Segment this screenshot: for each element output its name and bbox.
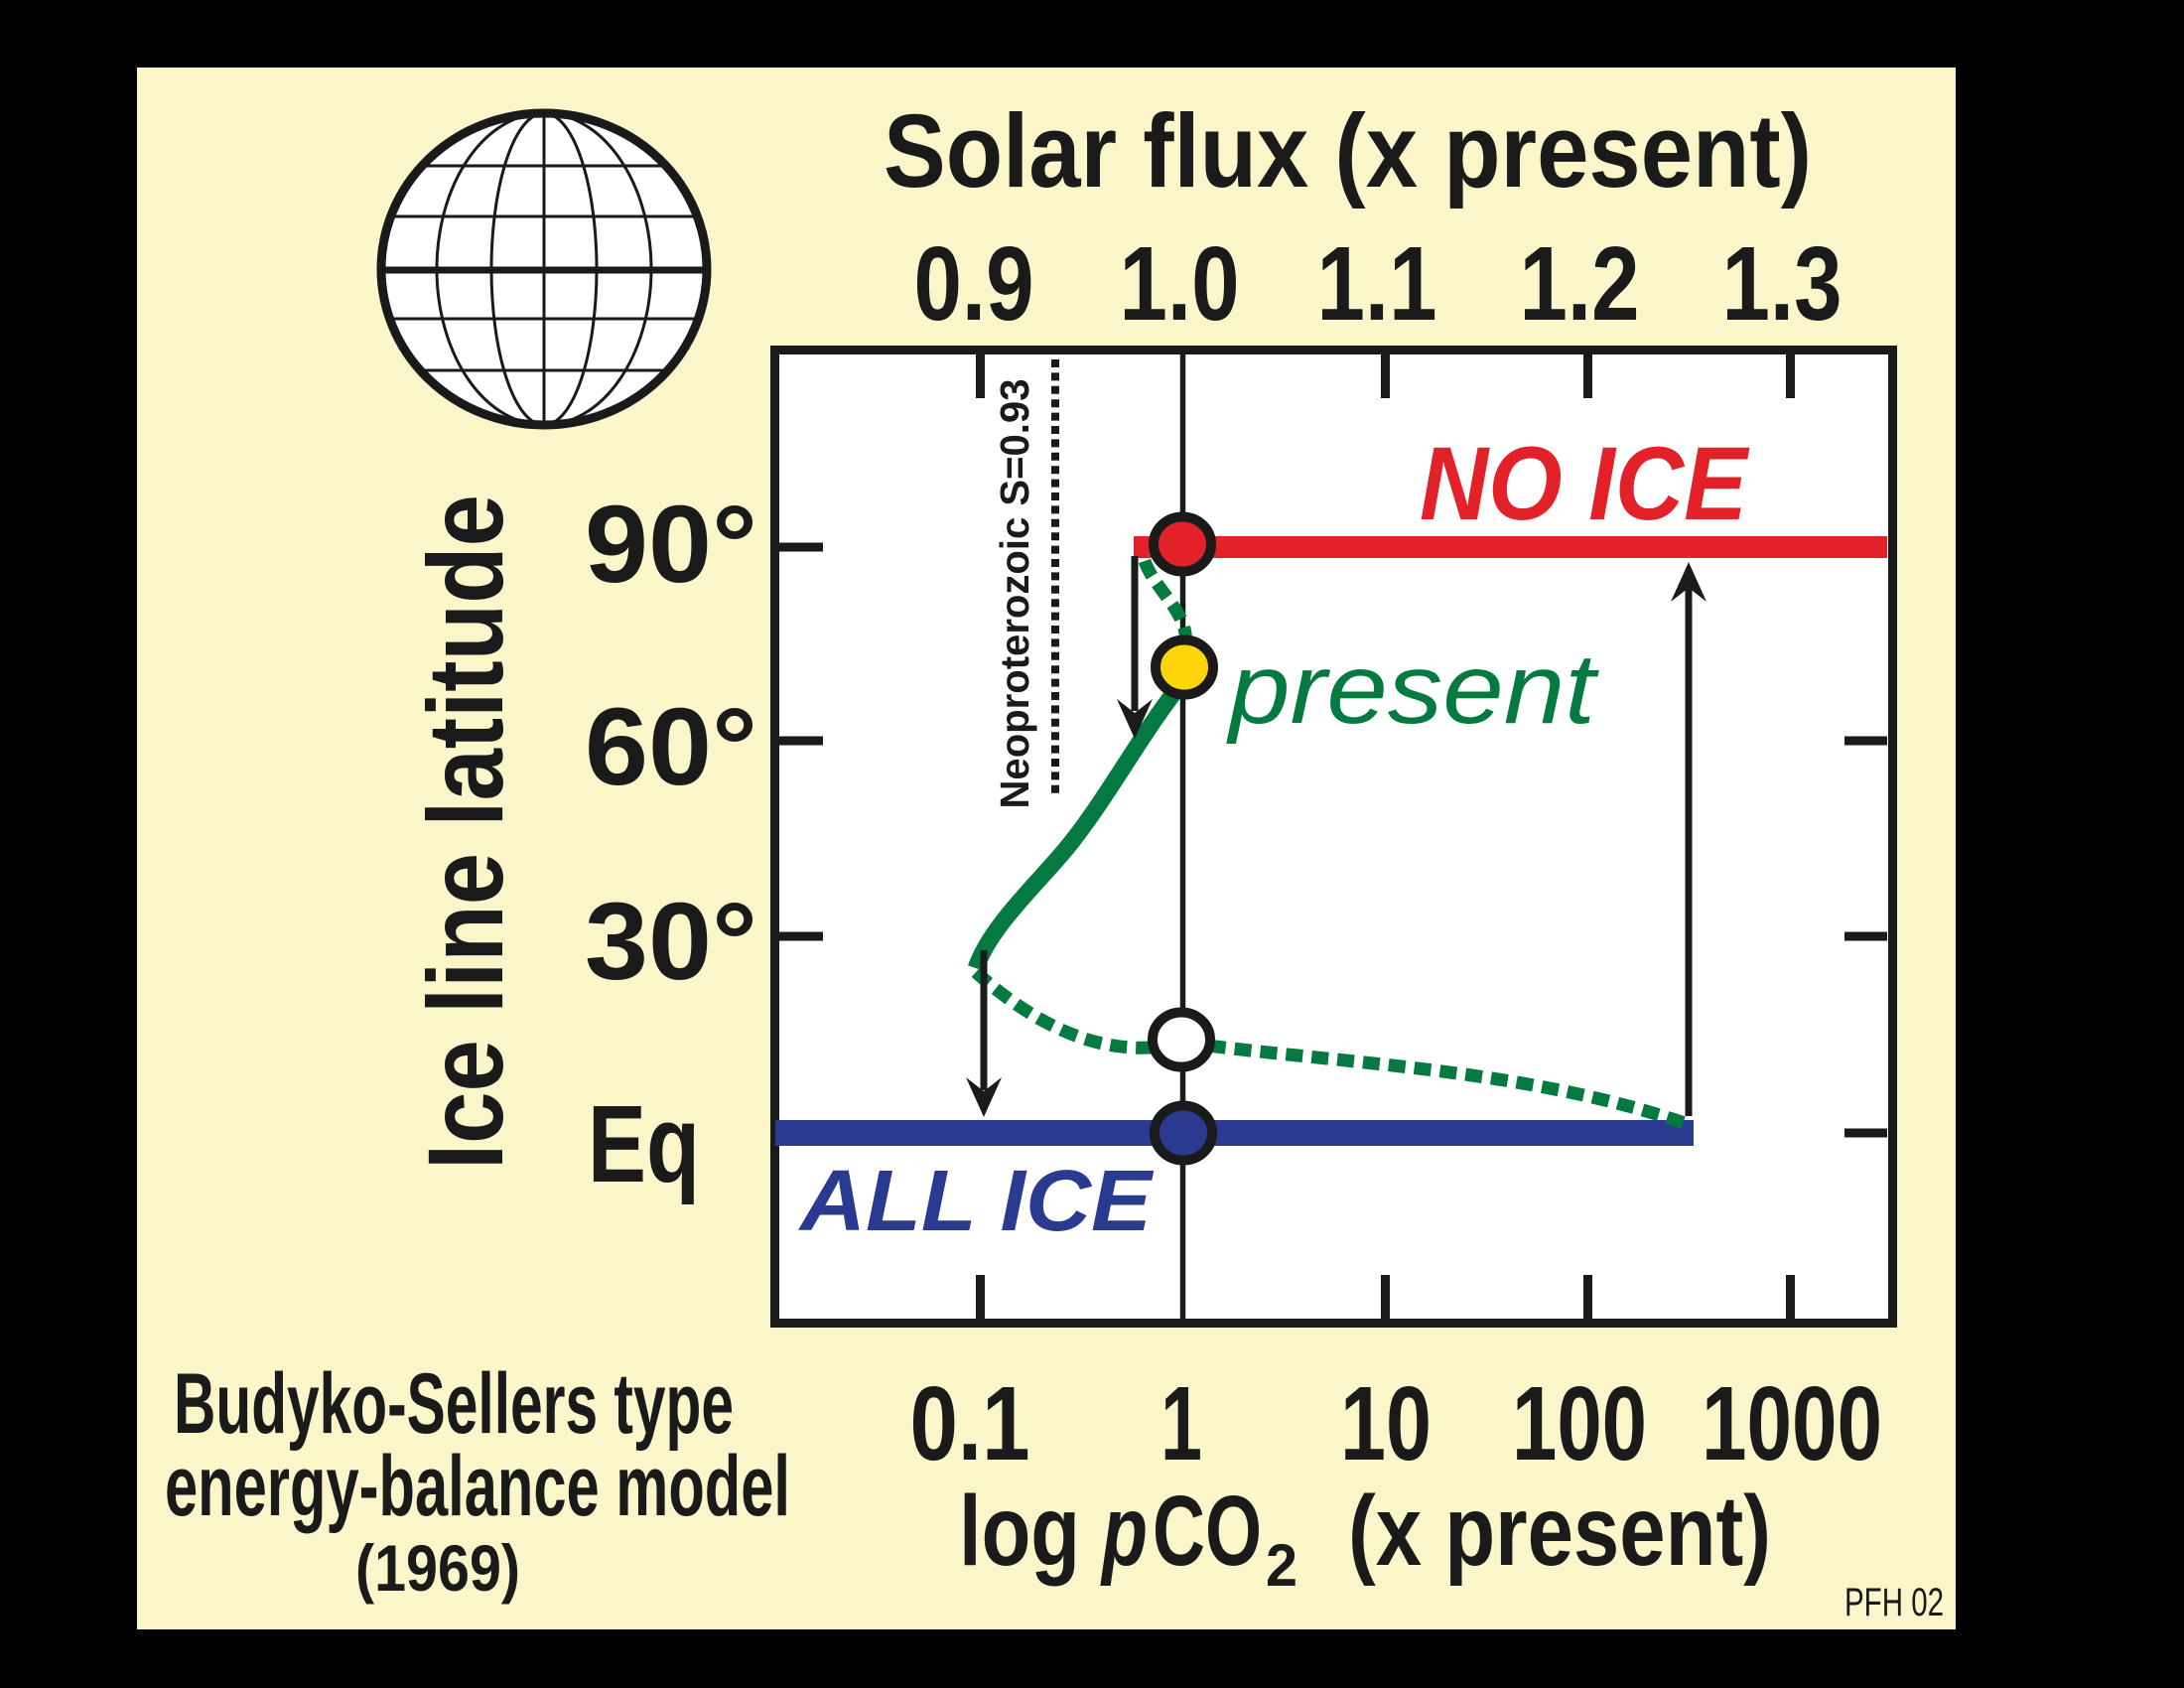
svg-text:NO ICE: NO ICE xyxy=(1420,426,1750,542)
svg-text:p: p xyxy=(1100,1476,1148,1587)
svg-text:Solar flux (x present): Solar flux (x present) xyxy=(884,93,1812,210)
svg-text:1: 1 xyxy=(1160,1365,1202,1482)
svg-text:ALL ICE: ALL ICE xyxy=(798,1153,1155,1249)
svg-text:0.1: 0.1 xyxy=(910,1365,1030,1482)
svg-text:(x present): (x present) xyxy=(1348,1476,1771,1587)
svg-text:1.2: 1.2 xyxy=(1520,225,1640,343)
svg-text:0.9: 0.9 xyxy=(914,225,1034,343)
svg-text:30°: 30° xyxy=(585,881,757,1003)
svg-text:present: present xyxy=(1226,633,1600,745)
svg-text:1000: 1000 xyxy=(1702,1365,1882,1482)
svg-text:(1969): (1969) xyxy=(355,1531,520,1605)
svg-text:Ice line latitude: Ice line latitude xyxy=(405,494,525,1170)
svg-text:Budyko-Sellers type: Budyko-Sellers type xyxy=(174,1356,734,1452)
svg-text:log: log xyxy=(959,1476,1080,1587)
svg-text:Neoproterozoic S=0.93: Neoproterozoic S=0.93 xyxy=(992,379,1037,809)
svg-text:1.3: 1.3 xyxy=(1722,225,1843,343)
svg-text:PFH 02: PFH 02 xyxy=(1844,1581,1944,1624)
svg-text:1.1: 1.1 xyxy=(1317,225,1437,343)
svg-text:CO: CO xyxy=(1153,1476,1262,1587)
svg-text:10: 10 xyxy=(1340,1365,1432,1482)
svg-text:2: 2 xyxy=(1266,1532,1297,1599)
svg-text:90°: 90° xyxy=(585,484,757,606)
svg-text:energy-balance model: energy-balance model xyxy=(165,1439,790,1534)
svg-text:60°: 60° xyxy=(585,686,757,808)
svg-text:1.0: 1.0 xyxy=(1120,225,1240,343)
svg-text:100: 100 xyxy=(1512,1365,1647,1482)
svg-text:Eq: Eq xyxy=(588,1083,700,1205)
